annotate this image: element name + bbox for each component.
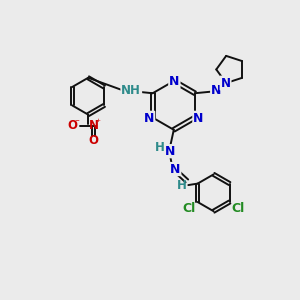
Text: Cl: Cl	[183, 202, 196, 215]
Text: N: N	[193, 112, 204, 125]
Text: N: N	[165, 145, 175, 158]
Text: $^+$: $^+$	[94, 117, 102, 126]
Text: H: H	[155, 141, 165, 154]
Text: NH: NH	[121, 84, 141, 98]
Text: Cl: Cl	[232, 202, 245, 215]
Text: N: N	[170, 163, 181, 176]
Text: O: O	[88, 134, 98, 147]
Text: O: O	[68, 119, 78, 132]
Text: N: N	[144, 112, 154, 125]
Text: $^-$: $^-$	[73, 117, 81, 126]
Text: N: N	[169, 74, 180, 88]
Text: N: N	[220, 76, 230, 89]
Text: N: N	[88, 119, 98, 132]
Text: H: H	[177, 179, 187, 193]
Text: N: N	[211, 84, 221, 98]
